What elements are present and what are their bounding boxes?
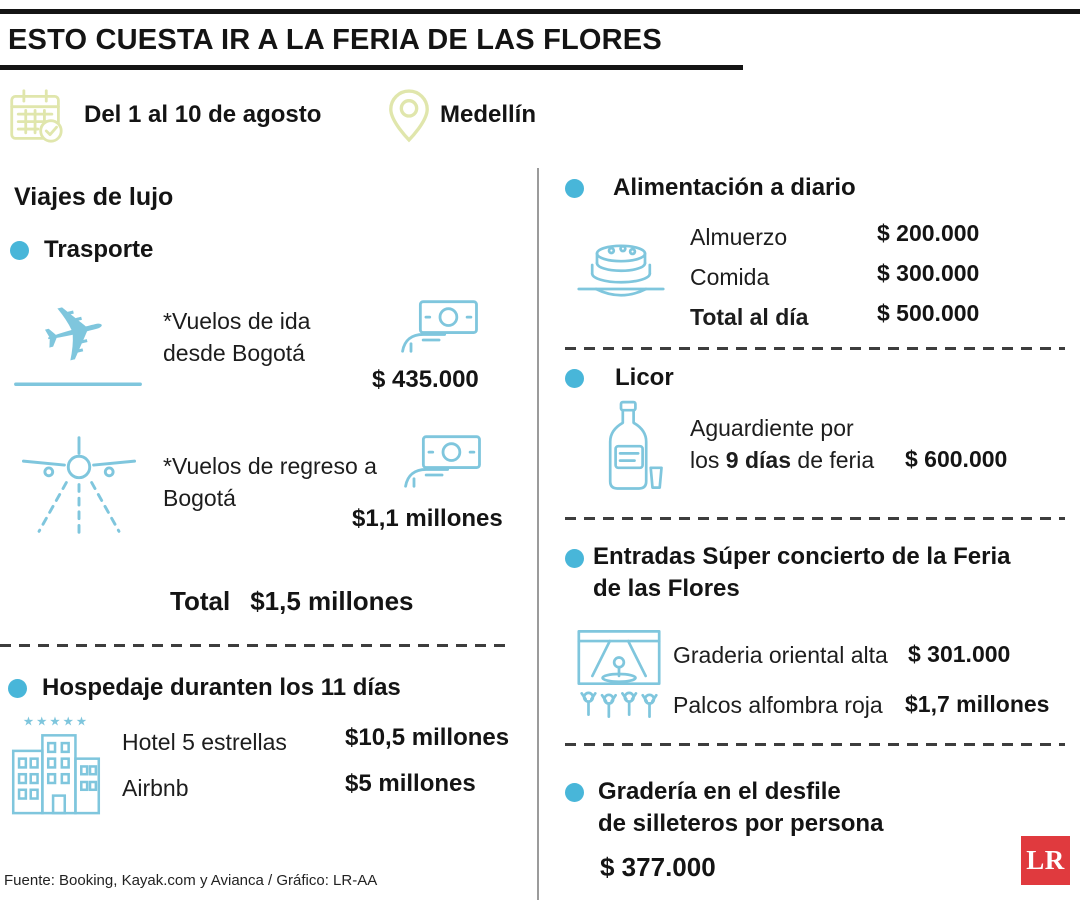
section-heading-luxury-trips: Viajes de lujo: [14, 183, 174, 211]
liquor-heading: Licor: [615, 364, 674, 391]
top-rule: [0, 9, 1080, 14]
transport-total: Total $1,5 millones: [170, 586, 414, 617]
transport-item-label: *Vuelos de ida desde Bogotá: [163, 308, 311, 367]
price-value: $ 200.000: [877, 220, 980, 246]
divider-dashed: [565, 517, 1065, 520]
price-value: $5 millones: [345, 770, 476, 797]
concert-heading: Entradas Súper concierto de la Feria de …: [593, 541, 1063, 606]
svg-text:✈: ✈: [33, 288, 117, 384]
food-row-label: Almuerzo: [690, 224, 788, 250]
price-value: $ 435.000: [372, 366, 479, 393]
page-title: ESTO CUESTA IR A LA FERIA DE LAS FLORES: [8, 24, 662, 56]
price-value: $ 300.000: [877, 260, 980, 286]
divider-dashed: [565, 743, 1065, 746]
parade-heading: Gradería en el desfile de silleteros por…: [598, 776, 958, 841]
price-value: $1,7 millones: [905, 691, 1050, 717]
liquor-label: Aguardiente por los 9 días de feria: [690, 412, 874, 476]
plane-landing-icon: [14, 428, 144, 543]
transport-heading: Trasporte: [44, 236, 154, 263]
price-value: $ 500.000: [877, 300, 980, 326]
svg-text:★★★★★: ★★★★★: [23, 715, 89, 729]
lodging-row-label: Hotel 5 estrellas: [122, 729, 287, 755]
bullet-icon: [565, 369, 584, 388]
divider-dashed: [0, 644, 512, 647]
liquor-label-line1: Aguardiente por: [690, 415, 854, 441]
bullet-icon: [565, 179, 584, 198]
transport-item-label: *Vuelos de regreso a Bogotá: [163, 453, 377, 512]
bullet-icon: [10, 241, 29, 260]
concert-row-label: Palcos alfombra roja: [673, 692, 883, 718]
total-label: Total: [170, 586, 231, 616]
price-value: $10,5 millones: [345, 724, 510, 751]
money-hand-icon: [396, 297, 484, 355]
concert-heading-line1: Entradas Súper concierto de la Feria: [593, 543, 1011, 570]
column-divider: [537, 168, 539, 900]
total-value: $1,5 millones: [250, 586, 414, 616]
lodging-heading: Hospedaje duranten los 11 días: [42, 674, 401, 701]
parade-heading-line2: de silleteros por persona: [598, 810, 884, 838]
price-value: $ 301.000: [908, 641, 1011, 667]
bullet-icon: [8, 679, 27, 698]
liquor-label-line2-pre: los: [690, 447, 726, 474]
calendar-check-icon: [8, 88, 64, 144]
map-pin-icon: [386, 88, 432, 144]
liquor-bottle-icon: [594, 396, 666, 500]
concert-row-label: Graderia oriental alta: [673, 642, 888, 668]
pancakes-icon: [573, 226, 669, 304]
location: Medellín: [440, 101, 537, 128]
plane-takeoff-icon: ✈: [8, 288, 148, 393]
price-value: $1,1 millones: [352, 505, 503, 532]
concert-stage-icon: [573, 625, 665, 723]
food-total-label: Total al día: [690, 304, 809, 330]
lodging-row-label: Airbnb: [122, 775, 189, 801]
divider-dashed: [565, 347, 1065, 350]
price-value: $ 377.000: [600, 852, 716, 882]
price-value: $ 600.000: [905, 446, 1008, 472]
money-hand-icon: [399, 432, 487, 490]
date-range: Del 1 al 10 de agosto: [84, 101, 322, 128]
liquor-label-line2-post: de feria: [791, 447, 875, 474]
bullet-icon: [565, 549, 584, 568]
hotel-building-icon: ★★★★★: [6, 712, 106, 817]
lr-logo: LR: [1021, 836, 1070, 885]
bullet-icon: [565, 783, 584, 802]
food-heading: Alimentación a diario: [613, 174, 856, 201]
parade-heading-line1: Gradería en el desfile: [598, 778, 841, 805]
food-row-label: Comida: [690, 264, 770, 290]
concert-heading-line2: de las Flores: [593, 575, 740, 603]
liquor-label-line2-bold: 9 días: [725, 447, 792, 474]
title-underline: [0, 65, 743, 70]
source-credit: Fuente: Booking, Kayak.com y Avianca / G…: [4, 872, 378, 889]
